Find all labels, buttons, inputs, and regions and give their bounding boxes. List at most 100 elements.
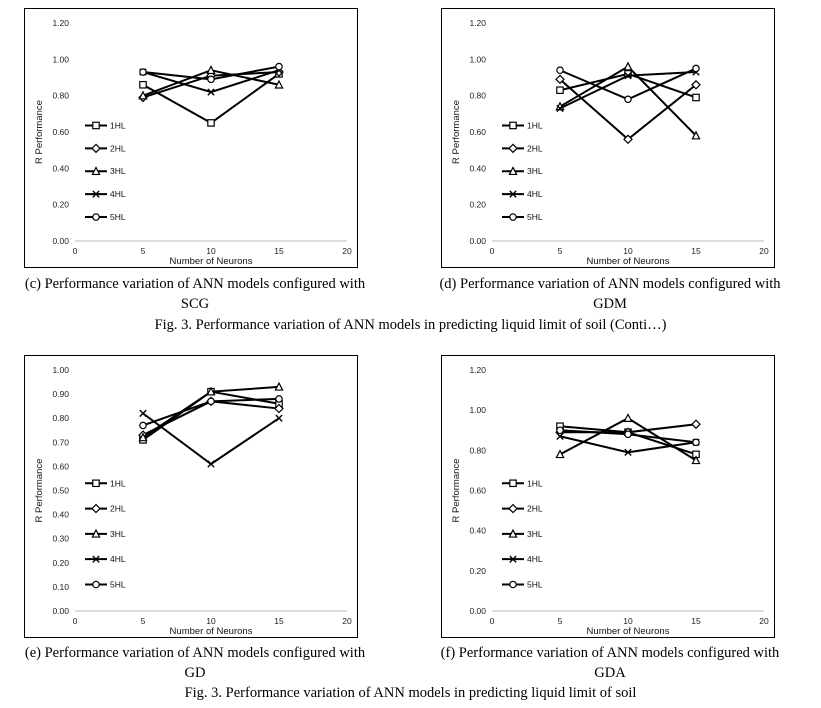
legend-item: 3HL [502, 166, 543, 176]
data-point [139, 68, 147, 76]
data-point [555, 449, 565, 459]
series-3HL [138, 65, 284, 100]
legend-label: 2HL [527, 143, 543, 153]
caption-d: (d) Performance variation of ANN models … [405, 274, 815, 314]
y-tick-label: 1.00 [469, 405, 486, 415]
data-point [556, 66, 564, 75]
y-axis-label: R Performance [451, 459, 462, 523]
chart-panel-f: 0.00 0.20 0.40 0.60 0.80 1.00 1.20 0 5 10 15 20 Numb… [441, 355, 775, 638]
legend-marker [92, 580, 100, 589]
legend-item: 2HL [85, 143, 126, 153]
series-5HL [139, 62, 283, 84]
data-point [624, 448, 632, 457]
y-tick-label: 0.20 [52, 558, 69, 568]
x-tick-label: 0 [73, 246, 78, 256]
data-point [555, 74, 565, 85]
y-tick-label: 0.20 [469, 566, 486, 576]
legend-label: 2HL [110, 504, 126, 514]
y-tick-label: 0.50 [52, 486, 69, 496]
y-tick-label: 0.00 [52, 236, 69, 246]
y-tick-label: 1.20 [52, 18, 69, 28]
legend-item: 2HL [502, 143, 543, 153]
legend: 1HL 2HL 3HL 4HL 5HL [502, 120, 543, 222]
legend-marker [508, 166, 518, 176]
x-tick-label: 0 [73, 616, 78, 626]
legend-marker [509, 555, 517, 563]
legend-marker [91, 166, 101, 176]
y-tick-label: 0.60 [469, 127, 486, 137]
data-point [207, 75, 215, 84]
legend-item: 5HL [502, 212, 543, 222]
legend-label: 3HL [110, 529, 126, 539]
legend-item: 4HL [502, 189, 543, 199]
data-point [275, 62, 283, 71]
series-5HL [556, 426, 700, 447]
data-point [691, 419, 701, 430]
data-point [275, 414, 283, 422]
y-tick-label: 0.20 [52, 200, 69, 210]
data-point [691, 130, 701, 140]
figure-caption-top: Fig. 3. Performance variation of ANN mod… [154, 317, 667, 333]
legend-label: 1HL [110, 478, 126, 488]
y-tick-label: 0.40 [469, 526, 486, 536]
figure-caption-bottom: Fig. 3. Performance variation of ANN mod… [184, 685, 637, 701]
x-tick-label: 10 [206, 246, 216, 256]
legend-item: 5HL [85, 212, 126, 222]
y-tick-label: 0.00 [469, 236, 486, 246]
data-point [207, 397, 215, 406]
legend-marker [508, 528, 518, 538]
legend-marker [92, 213, 100, 221]
data-point [556, 432, 564, 440]
legend-label: 4HL [110, 189, 126, 199]
x-tick-label: 15 [274, 616, 284, 626]
caption-c-line1: (c) Performance variation of ANN models … [24, 276, 366, 292]
legend-marker [509, 580, 517, 589]
x-axis-label: Number of Neurons [587, 626, 670, 637]
legend-item: 3HL [85, 166, 126, 176]
x-tick-label: 15 [691, 616, 701, 626]
y-tick-label: 1.20 [469, 18, 486, 28]
data-point [274, 79, 284, 89]
y-tick-label: 0.40 [52, 163, 69, 173]
caption-e-line2: GD [184, 665, 206, 681]
caption-e-line1: (e) Performance variation of ANN models … [24, 645, 366, 661]
data-point [274, 403, 284, 414]
data-point [623, 61, 633, 71]
legend-label: 4HL [527, 554, 543, 564]
legend-label: 3HL [527, 529, 543, 539]
legend: 1HL 2HL 3HL 4HL 5HL [85, 120, 126, 222]
x-tick-label: 20 [342, 616, 352, 626]
series-line [559, 78, 697, 141]
y-tick-label: 0.20 [469, 200, 486, 210]
x-tick-label: 20 [759, 616, 769, 626]
legend-label: 1HL [527, 120, 543, 130]
legend-marker [508, 143, 518, 154]
y-tick-label: 0.60 [52, 461, 69, 471]
caption-f-line2: GDA [594, 665, 626, 681]
y-tick-label: 0.40 [469, 163, 486, 173]
legend-label: 5HL [527, 212, 543, 222]
legend-item: 3HL [85, 528, 126, 539]
chart-panel-c: 0.00 0.20 0.40 0.60 0.80 1.00 1.20 0 5 10 15 20 Numb… [24, 8, 358, 268]
data-point [624, 70, 632, 78]
data-point [556, 104, 564, 113]
y-tick-label: 0.80 [52, 91, 69, 101]
legend-marker [92, 479, 100, 488]
chart-d: 0.00 0.20 0.40 0.60 0.80 1.00 1.20 0 5 10 15 20 Numb… [451, 18, 769, 267]
data-point [691, 455, 701, 465]
series-1HL [556, 70, 700, 102]
x-tick-label: 20 [342, 246, 352, 256]
y-tick-label: 0.00 [469, 606, 486, 616]
y-tick-label: 1.00 [469, 54, 486, 64]
legend-item: 2HL [502, 504, 543, 514]
legend-item: 4HL [85, 189, 126, 199]
legend-item: 4HL [502, 554, 543, 564]
data-point [207, 88, 215, 96]
x-tick-label: 10 [623, 616, 633, 626]
data-point [556, 86, 564, 95]
caption-e: (e) Performance variation of ANN models … [0, 643, 400, 683]
legend-item: 1HL [85, 478, 126, 488]
legend-item: 5HL [85, 579, 126, 589]
series-4HL [139, 409, 283, 468]
legend-item: 1HL [85, 120, 126, 130]
